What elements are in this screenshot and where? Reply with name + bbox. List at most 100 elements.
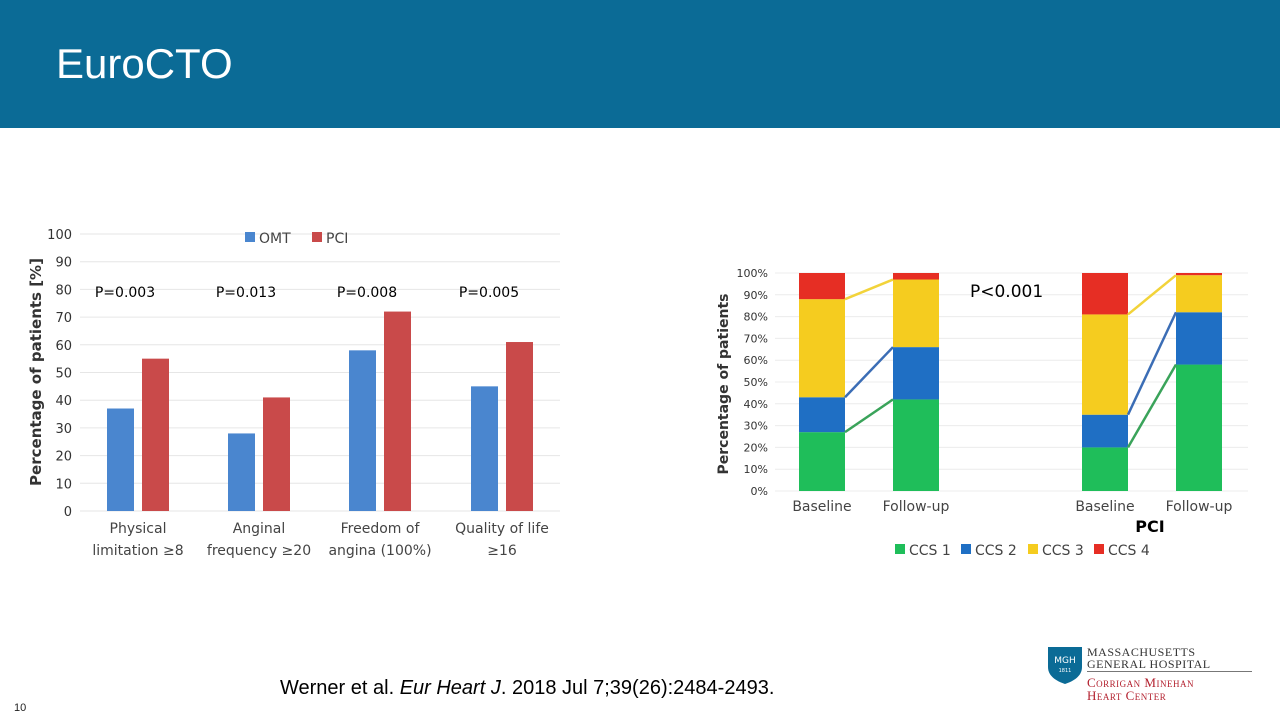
- logo-line1: MASSACHUSETTS: [1087, 645, 1196, 659]
- y-tick-label: 30: [55, 422, 72, 437]
- shield-icon: [1048, 647, 1082, 684]
- connector-line: [844, 398, 894, 434]
- bar-ccs1: [1082, 447, 1128, 491]
- y-tick-label: 50: [55, 367, 72, 382]
- bar-ccs2: [1176, 312, 1222, 365]
- legend-swatch-ccs4: [1094, 544, 1104, 554]
- p-value-label: P=0.003: [95, 285, 155, 301]
- bar-ccs3: [799, 299, 845, 398]
- x-tick-label: Follow-up: [1166, 499, 1233, 515]
- y-tick-label: 40: [55, 394, 72, 409]
- legend-label: CCS 4: [1108, 543, 1150, 559]
- x-tick-label: frequency ≥20: [207, 543, 311, 559]
- bar-ccs1: [893, 399, 939, 491]
- x-tick-label: Quality of life: [455, 521, 549, 537]
- p-value-label: P<0.001: [970, 282, 1043, 302]
- bar-ccs3: [1082, 314, 1128, 415]
- y-tick-label: 80%: [744, 311, 768, 324]
- legend-label: CCS 3: [1042, 543, 1084, 559]
- logo-line2: GENERAL HOSPITAL: [1087, 657, 1211, 671]
- legend-label: CCS 2: [975, 543, 1017, 559]
- bar-ccs4: [893, 273, 939, 280]
- bar-ccs4: [1176, 273, 1222, 276]
- citation-details: . 2018 Jul 7;39(26):2484-2493.: [500, 677, 775, 699]
- logo-hospital-name: MASSACHUSETTS GENERAL HOSPITAL: [1087, 646, 1211, 670]
- y-axis-label: Percentage of patients: [716, 294, 732, 475]
- y-tick-label: 30%: [744, 420, 768, 433]
- logo-divider: [1087, 671, 1252, 672]
- bar-ccs2: [1082, 414, 1128, 448]
- y-tick-label: 40%: [744, 398, 768, 411]
- x-tick-label: limitation ≥8: [92, 543, 183, 559]
- connector-line: [1126, 311, 1178, 416]
- bar-pci: [142, 358, 169, 511]
- slide-title: EuroCTO: [56, 40, 233, 87]
- p-value-label: P=0.013: [216, 285, 276, 301]
- bar-ccs1: [1176, 364, 1222, 491]
- logo-badge-text: MGH: [1054, 656, 1076, 666]
- group-label: PCI: [1135, 517, 1164, 536]
- x-tick-label: ≥16: [487, 543, 517, 559]
- legend-label: CCS 1: [909, 543, 951, 559]
- bar-omt: [107, 408, 134, 511]
- page-number: 10: [14, 702, 27, 714]
- y-tick-label: 90%: [744, 289, 768, 302]
- legend-label: PCI: [326, 231, 348, 247]
- p-value-label: P=0.005: [459, 285, 519, 301]
- bar-omt: [349, 350, 376, 511]
- bar-ccs4: [799, 273, 845, 300]
- y-tick-label: 0%: [751, 485, 768, 498]
- legend-swatch-ccs1: [895, 544, 905, 554]
- y-tick-label: 20: [55, 450, 72, 465]
- bar-pci: [506, 342, 533, 511]
- citation-journal: Eur Heart J: [399, 677, 501, 699]
- x-tick-label: Physical: [110, 521, 167, 537]
- y-tick-label: 100%: [737, 267, 768, 280]
- y-tick-label: 20%: [744, 441, 768, 454]
- y-tick-label: 60: [55, 339, 72, 354]
- legend-swatch-pci: [312, 232, 322, 242]
- p-value-label: P=0.008: [337, 285, 397, 301]
- bar-ccs2: [893, 347, 939, 400]
- bar-omt: [471, 386, 498, 511]
- citation-authors: Werner et al.: [280, 677, 400, 699]
- mgh-logo: MGH 1811: [1048, 647, 1082, 684]
- y-tick-label: 80: [55, 283, 72, 298]
- legend-swatch-ccs2: [961, 544, 971, 554]
- bar-ccs4: [1082, 273, 1128, 315]
- y-tick-label: 70: [55, 311, 72, 326]
- bar-pci: [384, 311, 411, 511]
- connector-line: [844, 278, 894, 301]
- x-tick-label: Follow-up: [883, 499, 950, 515]
- bar-ccs3: [1176, 275, 1222, 313]
- y-tick-label: 100: [47, 228, 72, 243]
- bar-pci: [263, 397, 290, 511]
- citation: Werner et al. Eur Heart J. 2018 Jul 7;39…: [280, 677, 774, 700]
- bar-ccs3: [893, 279, 939, 348]
- connector-line: [844, 346, 894, 399]
- x-tick-label: Anginal: [233, 521, 286, 537]
- legend-swatch-ccs3: [1028, 544, 1038, 554]
- bar-omt: [228, 433, 255, 511]
- bar-ccs1: [799, 432, 845, 491]
- y-tick-label: 10%: [744, 463, 768, 476]
- connector-line: [1127, 274, 1177, 316]
- y-tick-label: 70%: [744, 332, 768, 345]
- title-bar: [0, 0, 1280, 128]
- connector-line: [1126, 363, 1178, 449]
- y-tick-label: 60%: [744, 354, 768, 367]
- y-tick-label: 90: [55, 256, 72, 271]
- logo-badge-year: 1811: [1059, 668, 1072, 674]
- y-axis-label: Percentage of patients [%]: [27, 258, 45, 486]
- legend-label: OMT: [259, 231, 291, 247]
- y-tick-label: 10: [55, 477, 72, 492]
- x-tick-label: Freedom of: [341, 521, 421, 537]
- x-tick-label: Baseline: [1075, 499, 1134, 515]
- bar-ccs2: [799, 397, 845, 433]
- logo-line4: Heart Center: [1087, 688, 1167, 703]
- y-tick-label: 0: [64, 505, 72, 520]
- legend-swatch-omt: [245, 232, 255, 242]
- x-tick-label: angina (100%): [328, 543, 431, 559]
- y-tick-label: 50%: [744, 376, 768, 389]
